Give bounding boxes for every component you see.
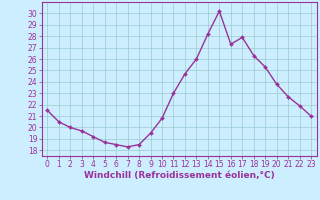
X-axis label: Windchill (Refroidissement éolien,°C): Windchill (Refroidissement éolien,°C) — [84, 171, 275, 180]
